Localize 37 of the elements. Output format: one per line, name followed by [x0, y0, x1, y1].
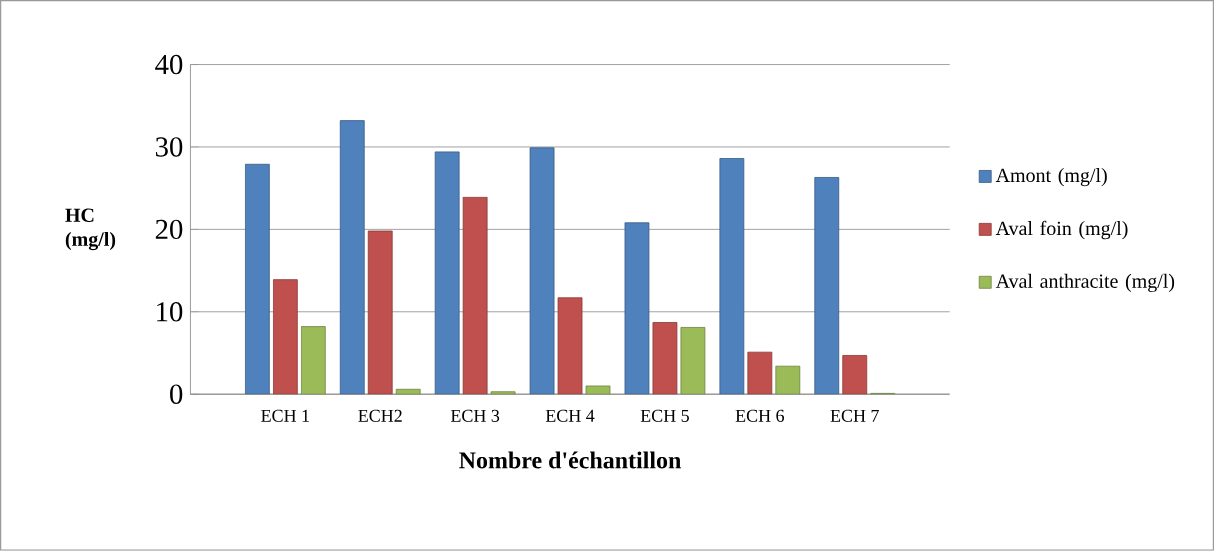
bar: [395, 389, 421, 395]
bar: [490, 391, 516, 395]
x-tick-label: ECH 6: [735, 409, 785, 423]
x-tick-label: ECH 3: [450, 409, 500, 423]
bar: [842, 355, 868, 395]
y-tick-label: 30: [155, 137, 183, 157]
bar: [367, 230, 393, 395]
bar: [747, 351, 773, 395]
x-tick-label: ECH 1: [261, 409, 309, 423]
bar: [244, 164, 270, 395]
bar: [434, 151, 460, 395]
bar: [680, 327, 706, 395]
y-tick-label: 20: [155, 219, 183, 240]
bar: [585, 385, 611, 395]
bar: [339, 120, 365, 395]
bar: [814, 177, 840, 395]
y-tick-label: 40: [155, 54, 183, 75]
legend-label: Aval foin (mg/l): [995, 221, 1128, 240]
legend-label: Aval anthracite (mg/l): [995, 274, 1175, 293]
x-tick-label: ECH 4: [545, 409, 595, 423]
y-tick-label: 10: [157, 302, 183, 322]
bar: [272, 279, 298, 395]
bar: [529, 147, 555, 395]
bar: [719, 158, 745, 395]
bar: [652, 322, 678, 395]
bar: [775, 365, 801, 395]
x-tick-label: ECH 5: [640, 409, 689, 423]
y-axis-title: HC (mg/l): [65, 208, 116, 251]
bar: [300, 326, 326, 395]
x-tick-label: ECH 7: [830, 409, 879, 423]
bar: [624, 222, 650, 395]
x-tick-label: ECH2: [358, 409, 402, 423]
bar: [462, 197, 488, 395]
bar: [557, 297, 583, 395]
x-axis-title: Nombre d'échantillon: [459, 451, 681, 469]
y-tick-label: 0: [170, 384, 183, 405]
legend-label: Amont (mg/l): [995, 168, 1107, 187]
